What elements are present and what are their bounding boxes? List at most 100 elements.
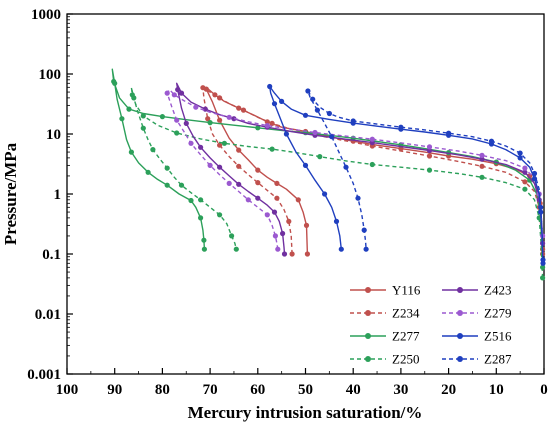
legend-label: Z234	[392, 306, 420, 321]
data-point-z423	[236, 181, 242, 187]
series-z277	[111, 68, 546, 270]
x-tick-label: 60	[250, 382, 265, 398]
data-point-z287	[355, 195, 361, 201]
data-point-z516	[333, 218, 340, 224]
data-point-z279	[426, 144, 433, 150]
data-point-z279	[522, 165, 528, 171]
data-point-z279	[226, 114, 232, 120]
data-point-z279	[188, 140, 194, 146]
data-point-z250	[317, 154, 323, 160]
data-point-z516	[322, 191, 328, 197]
series-line-z516	[269, 85, 544, 264]
legend-label: Z516	[484, 329, 512, 344]
data-point-z423	[281, 251, 288, 257]
data-point-z277	[164, 182, 170, 188]
data-point-z516	[517, 155, 523, 161]
legend-marker	[457, 310, 463, 316]
legend-label: Z287	[484, 352, 512, 367]
data-point-z279	[272, 233, 278, 239]
data-point-z277	[201, 237, 207, 243]
data-point-z287	[326, 110, 332, 117]
data-point-z516	[538, 209, 544, 215]
y-tick-label: 0.1	[42, 247, 61, 263]
legend-marker	[457, 287, 463, 293]
data-point-z277	[145, 169, 151, 175]
x-tick-label: 0	[540, 382, 548, 398]
legend-marker	[365, 333, 371, 339]
data-point-z516	[271, 101, 278, 107]
series-line-z279	[166, 88, 544, 250]
data-point-z279	[264, 123, 270, 129]
legend-label: Z277	[392, 329, 420, 344]
data-point-z516	[283, 131, 289, 137]
data-point-z279	[245, 197, 251, 203]
data-point-z423	[271, 209, 278, 215]
data-point-z277	[201, 246, 207, 252]
data-point-z279	[479, 152, 485, 158]
data-point-z287	[329, 134, 335, 140]
data-point-z277	[119, 116, 125, 122]
legend-marker	[457, 356, 463, 362]
series-line-z423	[176, 82, 544, 255]
y-axis-label: Pressure/MPa	[1, 142, 20, 245]
data-point-z250	[217, 212, 223, 218]
data-point-z287	[310, 96, 316, 102]
series-z250	[129, 86, 546, 281]
data-point-z287	[446, 130, 452, 136]
y-tick-label: 0.01	[35, 307, 61, 323]
legend-item-z516: Z516	[442, 329, 512, 344]
data-point-z250	[131, 95, 137, 101]
series-z279	[164, 88, 546, 252]
data-point-z423	[479, 156, 485, 162]
legend-label: Z250	[392, 352, 419, 367]
y-tick-label: 10	[46, 127, 61, 143]
legend-label: Z279	[484, 306, 511, 321]
data-point-z287	[398, 124, 404, 130]
data-point-z234	[479, 163, 485, 169]
data-point-z516	[302, 162, 309, 168]
legend-item-z277: Z277	[350, 329, 420, 344]
data-point-z234	[522, 179, 528, 185]
data-point-z250	[178, 182, 185, 188]
data-point-z423	[202, 106, 208, 112]
data-point-z287	[488, 138, 495, 144]
data-point-z277	[159, 114, 165, 120]
x-tick-label: 30	[393, 382, 408, 398]
data-point-z234	[255, 180, 261, 186]
legend-item-z287: Z287	[442, 352, 512, 367]
data-point-z279	[171, 92, 177, 98]
data-point-z250	[540, 275, 546, 281]
series-z516	[267, 83, 546, 266]
legend-item-z423: Z423	[442, 283, 511, 298]
data-point-y116	[217, 117, 223, 123]
y-tick-label: 1	[54, 187, 62, 203]
series-z287	[305, 88, 546, 263]
data-point-z287	[343, 164, 349, 170]
data-point-z250	[426, 167, 433, 173]
legend-marker	[457, 333, 463, 339]
data-point-z234	[426, 153, 433, 159]
legend-label: Z423	[484, 283, 511, 298]
data-point-z287	[305, 88, 311, 94]
data-point-z234	[269, 120, 275, 126]
series-z234	[200, 85, 546, 257]
data-point-z287	[363, 246, 369, 252]
data-point-z250	[269, 146, 275, 152]
series-y116	[203, 86, 546, 257]
data-point-z423	[231, 116, 237, 122]
data-point-z250	[164, 165, 170, 171]
x-tick-label: 70	[203, 382, 218, 398]
data-point-z277	[255, 125, 261, 131]
data-point-z279	[207, 162, 213, 168]
data-point-z234	[217, 95, 223, 101]
y-axis-ticks: 0.001 0.01 0.1 1 10 100 1000	[27, 7, 73, 383]
data-point-z423	[178, 90, 185, 96]
data-point-z279	[193, 104, 199, 110]
data-point-z277	[128, 149, 134, 155]
data-point-z234	[217, 142, 223, 148]
data-point-z234	[286, 218, 292, 224]
data-point-z287	[361, 227, 367, 233]
data-point-z234	[274, 195, 280, 201]
data-point-z250	[369, 161, 375, 168]
